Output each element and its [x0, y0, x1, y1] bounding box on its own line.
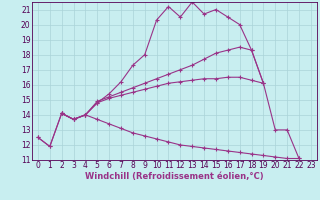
X-axis label: Windchill (Refroidissement éolien,°C): Windchill (Refroidissement éolien,°C): [85, 172, 264, 181]
